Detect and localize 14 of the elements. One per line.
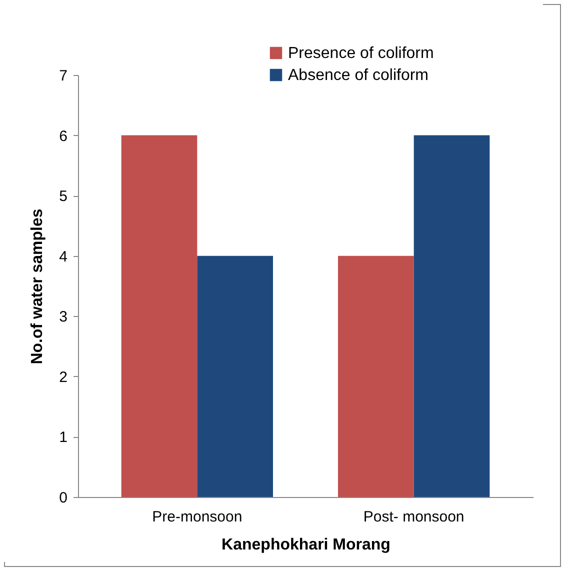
x-tick-label: Pre-monsoon xyxy=(152,508,242,526)
x-tick-label: Post- monsoon xyxy=(363,508,464,526)
y-tick-label: 7 xyxy=(59,68,68,84)
y-tick-label: 1 xyxy=(59,429,68,446)
legend-label: Absence of coliform xyxy=(288,67,429,84)
y-tick-label: 3 xyxy=(59,308,68,326)
y-tick-label: 6 xyxy=(59,128,68,145)
y-tick-label: 2 xyxy=(59,368,68,386)
legend-label: Presence of coliform xyxy=(288,45,434,62)
y-tick-label: 0 xyxy=(59,490,68,506)
y-tick-label: 4 xyxy=(59,248,68,266)
x-axis-title: Kanephokhari Morang xyxy=(222,536,390,554)
y-axis-title: No.of water samples xyxy=(29,208,46,364)
y-tick-label: 5 xyxy=(59,188,68,206)
